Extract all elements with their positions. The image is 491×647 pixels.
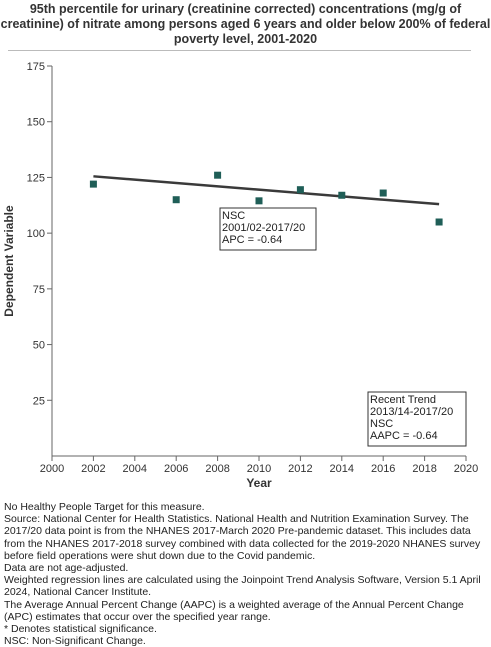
annotation-recent-trend-text: 2013/14-2017/20 bbox=[370, 406, 453, 418]
y-tick-label: 75 bbox=[33, 284, 45, 296]
annotation-nsc-text: APC = -0.64 bbox=[222, 234, 282, 246]
x-tick-label: 2018 bbox=[412, 463, 436, 475]
x-axis-label: Year bbox=[246, 476, 272, 490]
footnote-aapc: The Average Annual Percent Change (AAPC)… bbox=[4, 598, 464, 623]
y-tick-label: 125 bbox=[27, 172, 45, 184]
annotation-recent-trend-text: NSC bbox=[370, 418, 393, 430]
footnote-regression: Weighted regression lines are calculated… bbox=[4, 574, 481, 599]
data-point bbox=[338, 191, 346, 199]
data-point bbox=[172, 196, 180, 204]
y-axis-label: Dependent Variable bbox=[2, 205, 16, 317]
trend-line bbox=[93, 175, 440, 206]
x-tick-label: 2000 bbox=[40, 463, 64, 475]
x-tick-label: 2016 bbox=[371, 463, 395, 475]
x-tick-label: 2012 bbox=[288, 463, 312, 475]
data-point bbox=[255, 197, 263, 205]
annotation-recent-trend-box bbox=[367, 391, 467, 447]
annotation-nsc-box bbox=[219, 207, 317, 251]
y-tick-label: 150 bbox=[27, 117, 45, 129]
data-point bbox=[296, 186, 304, 194]
y-tick-label: 100 bbox=[27, 228, 45, 240]
title-divider bbox=[8, 50, 471, 51]
data-point bbox=[89, 180, 97, 188]
x-tick-label: 2014 bbox=[330, 463, 354, 475]
footnote-source: Source: National Center for Health Stati… bbox=[4, 513, 481, 562]
x-tick-label: 2020 bbox=[454, 463, 478, 475]
data-point bbox=[379, 189, 387, 197]
footnotes: No Healthy People Target for this measur… bbox=[4, 501, 488, 647]
x-tick-label: 2010 bbox=[247, 463, 271, 475]
chart-title: 95th percentile for urinary (creatinine … bbox=[0, 2, 491, 46]
annotation-recent-trend-text: Recent Trend bbox=[370, 394, 436, 406]
x-tick-label: 2002 bbox=[81, 463, 105, 475]
data-point bbox=[435, 218, 443, 226]
y-tick-label: 50 bbox=[33, 340, 45, 352]
x-tick-label: 2008 bbox=[205, 463, 229, 475]
x-tick-label: 2004 bbox=[123, 463, 147, 475]
data-point bbox=[214, 171, 222, 179]
annotation-recent-trend-text: AAPC = -0.64 bbox=[370, 430, 438, 442]
y-tick-label: 175 bbox=[27, 61, 45, 73]
x-tick-label: 2006 bbox=[164, 463, 188, 475]
footnote-nsc: NSC: Non-Significant Change. bbox=[4, 635, 146, 647]
footnote-age: Data are not age-adjusted. bbox=[4, 562, 129, 575]
chart: 25 50 75 100 125 150 175 2000 2002 2004 2006 2008 20… bbox=[2, 61, 478, 490]
footnote-target: No Healthy People Target for this measur… bbox=[4, 501, 205, 513]
annotation-nsc-text: 2001/02-2017/20 bbox=[222, 222, 305, 234]
y-tick-label: 25 bbox=[33, 395, 45, 407]
annotation-nsc-text: NSC bbox=[222, 210, 245, 222]
footnote-significance: * Denotes statistical significance. bbox=[4, 623, 157, 636]
